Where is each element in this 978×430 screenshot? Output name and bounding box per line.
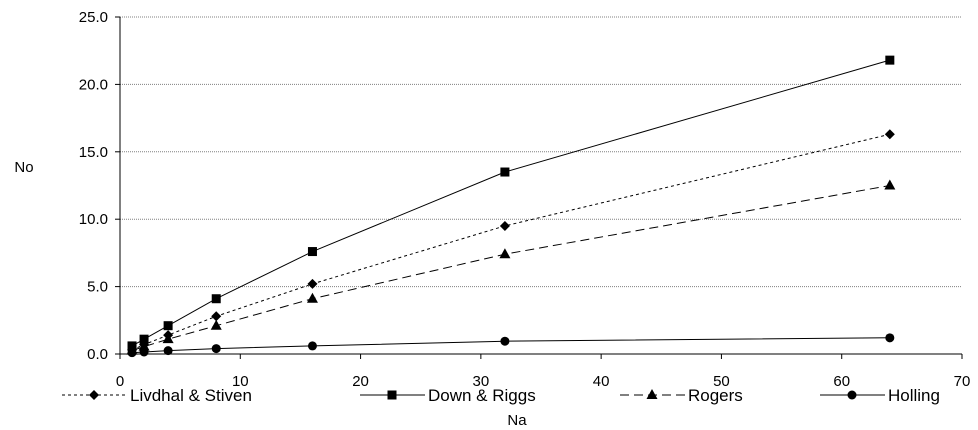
series-line-3 bbox=[131, 337, 890, 354]
x-tick-label: 70 bbox=[954, 373, 971, 390]
x-tick-labels: 0 10 20 30 40 50 60 70 bbox=[116, 373, 971, 390]
legend-label: Rogers bbox=[688, 386, 743, 405]
y-tick-labels: 0.0 5.0 10.0 15.0 20.0 25.0 bbox=[79, 9, 108, 363]
data-point bbox=[885, 333, 895, 343]
data-point bbox=[884, 129, 895, 140]
data-point bbox=[499, 220, 510, 231]
legend-marker bbox=[847, 390, 857, 400]
data-point bbox=[307, 341, 317, 351]
x-tick-label: 40 bbox=[593, 373, 610, 390]
y-tick-label: 5.0 bbox=[87, 279, 108, 296]
data-point bbox=[306, 292, 318, 303]
data-point bbox=[163, 321, 173, 331]
x-tick-label: 60 bbox=[833, 373, 850, 390]
data-point bbox=[499, 248, 511, 259]
gridlines bbox=[120, 16, 962, 288]
series-line-2 bbox=[131, 185, 890, 352]
data-point bbox=[500, 167, 510, 177]
x-tick-label: 30 bbox=[473, 373, 490, 390]
y-tick-label: 10.0 bbox=[79, 211, 108, 228]
legend-marker bbox=[89, 390, 99, 400]
data-point bbox=[139, 334, 149, 344]
y-tick-label: 0.0 bbox=[87, 346, 108, 363]
data-point bbox=[884, 179, 896, 190]
data-point bbox=[210, 319, 222, 330]
data-point bbox=[138, 340, 150, 351]
legend-marker bbox=[646, 389, 658, 399]
data-point bbox=[163, 346, 173, 356]
data-point bbox=[211, 311, 222, 322]
x-tick-label: 20 bbox=[352, 373, 369, 390]
data-point bbox=[307, 278, 318, 289]
data-point bbox=[162, 333, 174, 344]
y-tick-label: 20.0 bbox=[79, 76, 108, 93]
data-point bbox=[127, 348, 137, 358]
x-axis-label: Na bbox=[507, 412, 527, 429]
axes bbox=[115, 16, 963, 359]
data-point bbox=[211, 294, 221, 304]
series-line-1 bbox=[131, 59, 890, 347]
x-tick-label: 10 bbox=[232, 373, 249, 390]
legend-marker bbox=[387, 390, 397, 400]
y-tick-label: 15.0 bbox=[79, 144, 108, 161]
series-lines bbox=[126, 55, 896, 358]
data-point bbox=[307, 247, 317, 257]
data-point bbox=[139, 347, 149, 357]
legend-label: Down & Riggs bbox=[428, 386, 536, 405]
y-tick-label: 25.0 bbox=[79, 9, 108, 26]
data-point bbox=[211, 344, 221, 354]
legend-label: Holling bbox=[888, 386, 940, 405]
legend: Livdhal & Stiven Down & Riggs Rogers Hollin… bbox=[62, 386, 940, 405]
data-point bbox=[885, 55, 895, 65]
legend-label: Livdhal & Stiven bbox=[130, 386, 252, 405]
x-tick-label: 0 bbox=[116, 373, 124, 390]
data-point bbox=[500, 336, 510, 346]
y-axis-label: No bbox=[14, 159, 33, 176]
x-tick-label: 50 bbox=[713, 373, 730, 390]
